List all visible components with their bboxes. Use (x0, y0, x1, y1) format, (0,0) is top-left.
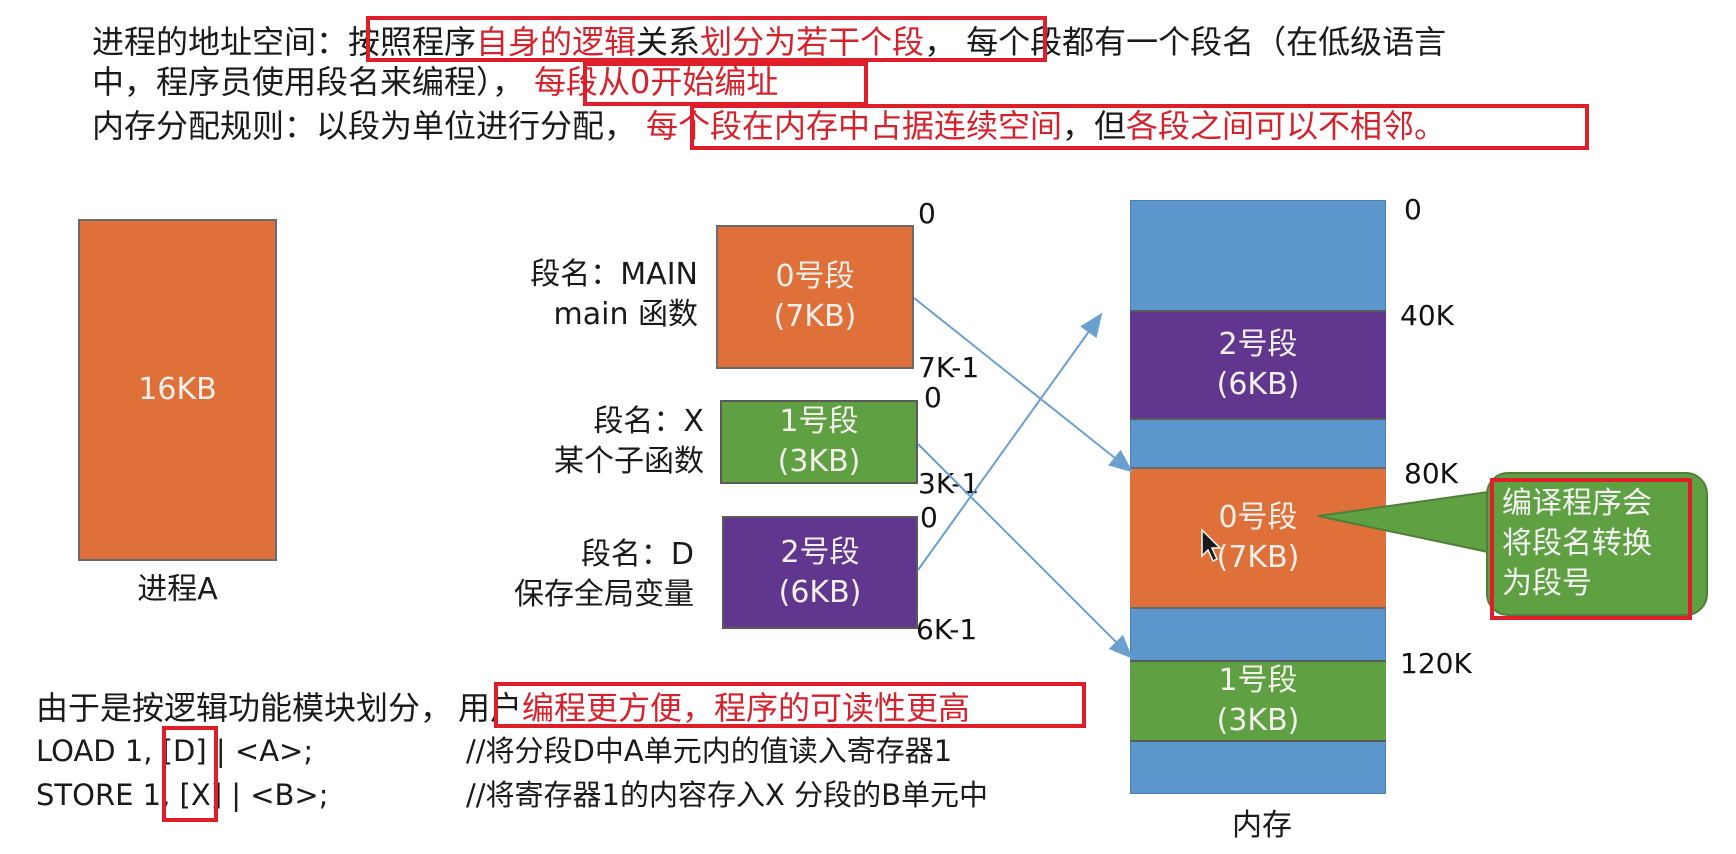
code-line-2-comment: //将寄存器1的内容存入X 分段的B单元中 (466, 778, 988, 812)
segment-0-end: 7K-1 (918, 351, 980, 384)
segment-0-block: 0号段 (7KB) (716, 225, 914, 369)
highlight-box-segment-operands (162, 726, 218, 822)
header-line-1-boxed: 按照程序自身的逻辑关系划分为若干个段， (348, 23, 957, 61)
callout-text: 编译程序会 将段名转换 为段号 (1502, 486, 1652, 601)
memory-block-segment-1: 1号段 (3KB) (1130, 660, 1386, 742)
highlight-box-bottom-1 (494, 682, 1086, 728)
highlight-box-header-1 (366, 16, 1047, 62)
callout-tail (1317, 490, 1489, 554)
segment-1-block: 1号段 (3KB) (720, 400, 918, 484)
bottom-line-1: 由于是按逻辑功能模块划分， 用户编程更方便，程序的可读性更高 (36, 688, 970, 728)
memory-address-0: 0 (1404, 193, 1422, 226)
memory-address-120k: 120K (1400, 647, 1472, 680)
segment-0-start: 0 (918, 197, 936, 230)
highlight-box-callout (1490, 478, 1692, 620)
header-line-2: 中，程序员使用段名来编程）， 每段从0开始编址 (92, 62, 778, 102)
process-block: 16KB (78, 219, 277, 561)
arrow-segment-0 (913, 297, 1134, 473)
callout-bubble (1486, 472, 1708, 616)
code-line-1-segment: [D] (161, 734, 207, 768)
memory-address-80k: 80K (1404, 457, 1458, 490)
code-line-1-comment: //将分段D中A单元内的值读入寄存器1 (466, 734, 953, 768)
segment-2-start: 0 (920, 501, 938, 534)
header-line-3-prefix: 内存分配规则：以段为单位进行分配， (92, 107, 637, 145)
segment-2-block: 2号段 (6KB) (722, 516, 918, 629)
process-size-label: 16KB (138, 372, 217, 407)
header-line-3: 内存分配规则：以段为单位进行分配， 每个段在内存中占据连续空间，但各段之间可以不相… (92, 106, 1446, 146)
segment-2-name: 段名：D 保存全局变量 (514, 537, 694, 612)
header-line-2-boxed: 每段从0开始编址 (534, 63, 779, 101)
segment-1-name: 段名：X 某个子函数 (554, 404, 704, 479)
mouse-cursor-icon (1201, 528, 1222, 563)
header-line-3-boxed: 每个段在内存中占据连续空间，但各段之间可以不相邻。 (646, 107, 1447, 145)
bottom-line-1-prefix: 由于是按逻辑功能模块划分， (36, 689, 453, 727)
memory-block-segment-2: 2号段 (6KB) (1130, 310, 1386, 420)
memory-address-40k: 40K (1400, 299, 1454, 332)
header-line-1-prefix: 进程的地址空间： (92, 23, 349, 61)
header-line-2-prefix: 中，程序员使用段名来编程）， (92, 63, 525, 101)
memory-block-segment-0: 0号段 (7KB) (1130, 467, 1386, 609)
bottom-line-1-boxed: 用户编程更方便，程序的可读性更高 (458, 689, 971, 727)
arrow-segment-1 (917, 443, 1133, 659)
segment-2-end: 6K-1 (916, 613, 978, 646)
segment-1-start: 0 (924, 381, 942, 414)
code-line-1: LOAD 1, [D] | <A>; (36, 734, 314, 768)
memory-caption: 内存 (1232, 808, 1292, 843)
process-caption: 进程A (137, 572, 218, 607)
segment-0-name: 段名：MAIN main 函数 (530, 257, 698, 332)
highlight-box-header-3 (690, 104, 1589, 150)
arrow-segment-2 (917, 312, 1103, 571)
